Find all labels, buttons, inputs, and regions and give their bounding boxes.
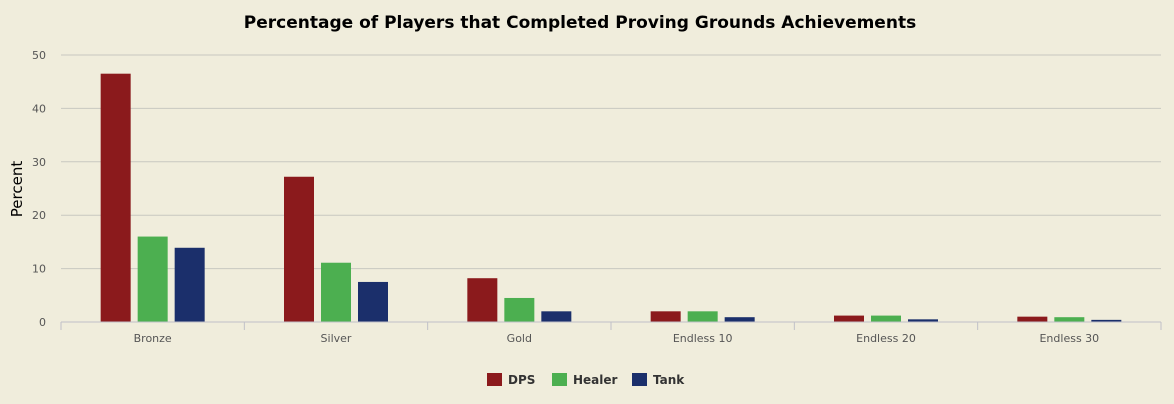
legend-swatch-dps[interactable] [487,373,502,386]
y-tick-label: 20 [32,209,46,222]
y-tick-label: 40 [32,102,46,115]
bar-tank-silver[interactable] [358,281,388,322]
y-axis-label: Percent [8,161,26,218]
bar-healer-gold[interactable] [504,297,535,322]
legend: DPS Healer Tank [487,373,685,387]
bar-healer-endless-20[interactable] [871,315,901,322]
bar-tank-endless-10[interactable] [724,317,755,322]
legend-swatch-tank[interactable] [632,373,647,386]
bar-healer-silver[interactable] [321,262,351,322]
x-tick-label: Endless 10 [673,332,733,345]
legend-swatch-healer[interactable] [552,373,567,386]
gridlines [61,54,1161,270]
y-tick-label: 10 [32,263,46,276]
y-tick-label: 50 [32,49,46,62]
bar-tank-gold[interactable] [541,311,572,322]
x-tick-label: Endless 20 [856,332,916,345]
chart-title: Percentage of Players that Completed Pro… [244,13,916,33]
bar-dps-bronze[interactable] [100,73,131,322]
legend-label-tank[interactable]: Tank [653,373,685,387]
x-axis: Bronze Silver Gold Endless 10 Endless 20 Endl… [60,321,1162,345]
bar-dps-endless-10[interactable] [650,311,681,322]
y-tick-label: 30 [32,156,46,169]
x-tick-label: Silver [321,332,352,345]
x-tick-label: Endless 30 [1039,332,1099,345]
bar-tank-endless-20[interactable] [908,319,938,322]
bar-dps-endless-20[interactable] [834,315,864,322]
y-axis-ticks: 0 10 20 30 40 50 [32,49,46,329]
bar-healer-bronze[interactable] [137,236,168,322]
legend-label-healer[interactable]: Healer [573,373,618,387]
bar-tank-bronze[interactable] [174,247,205,322]
bar-dps-endless-30[interactable] [1017,316,1048,322]
bars [100,73,1122,322]
bar-dps-gold[interactable] [467,278,498,322]
y-tick-label: 0 [39,316,46,329]
x-tick-label: Gold [507,332,532,345]
legend-label-dps[interactable]: DPS [508,373,535,387]
bar-dps-silver[interactable] [284,176,314,322]
bar-healer-endless-10[interactable] [687,311,718,322]
x-tick-label: Bronze [134,332,172,345]
bar-tank-endless-30[interactable] [1091,319,1122,322]
bar-healer-endless-30[interactable] [1054,317,1085,322]
